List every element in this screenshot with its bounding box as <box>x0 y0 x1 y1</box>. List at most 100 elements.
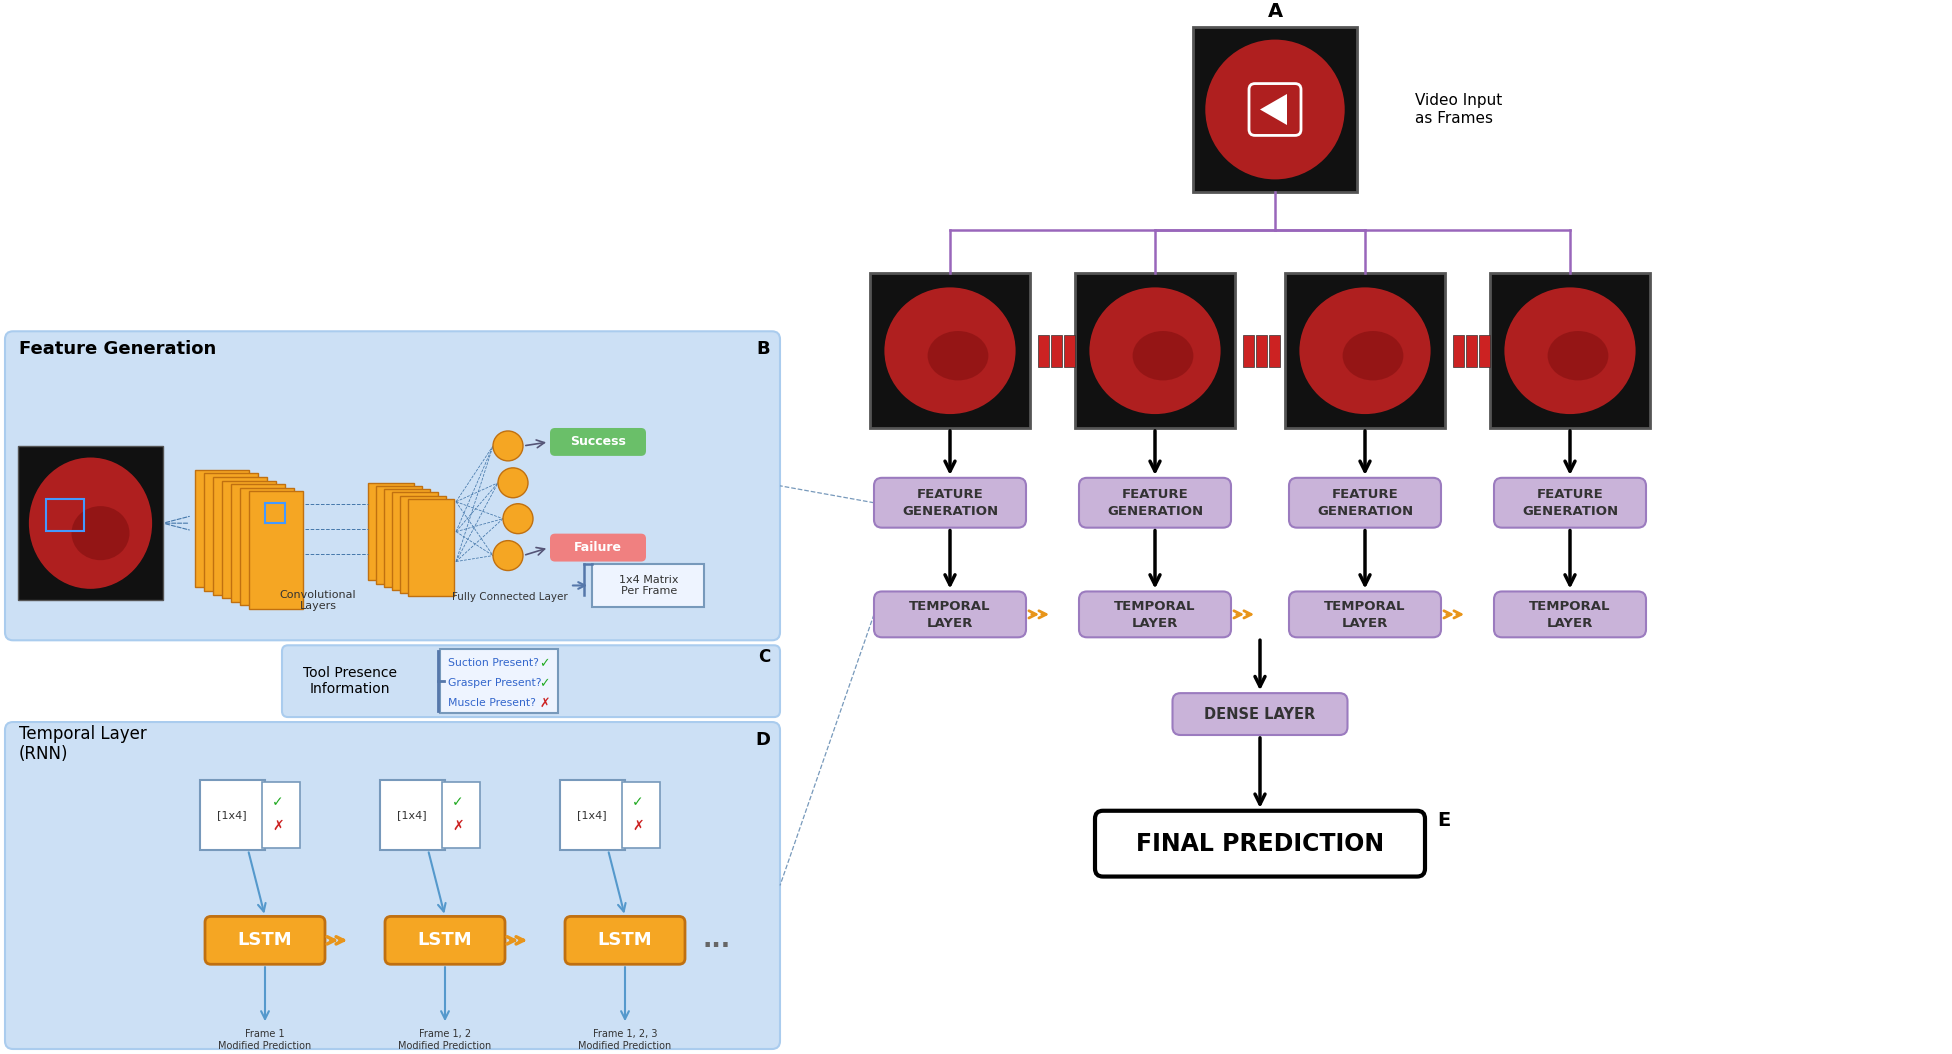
Bar <box>199 780 265 850</box>
Text: ✗: ✗ <box>539 697 550 709</box>
Text: Failure: Failure <box>574 541 623 554</box>
Bar <box>439 649 558 714</box>
Text: Frame 1
Modified Prediction: Frame 1 Modified Prediction <box>219 1029 312 1051</box>
Text: Suction Present?: Suction Present? <box>449 659 539 668</box>
Text: Fully Connected Layer: Fully Connected Layer <box>453 592 568 603</box>
FancyBboxPatch shape <box>564 916 685 964</box>
Text: LSTM: LSTM <box>238 932 293 950</box>
Bar <box>441 782 480 847</box>
Bar <box>1452 335 1464 367</box>
Text: ✗: ✗ <box>632 819 644 833</box>
Text: Frame 1, 2, 3
Modified Prediction: Frame 1, 2, 3 Modified Prediction <box>578 1029 671 1051</box>
Text: LAYER: LAYER <box>1132 617 1179 630</box>
Circle shape <box>504 504 533 533</box>
Bar <box>18 446 164 601</box>
Ellipse shape <box>1300 288 1431 414</box>
Text: Convolutional
Layers: Convolutional Layers <box>279 589 357 611</box>
Text: FINAL PREDICTION: FINAL PREDICTION <box>1136 832 1384 856</box>
FancyBboxPatch shape <box>1288 591 1441 638</box>
Bar <box>1038 335 1048 367</box>
Bar <box>400 495 445 593</box>
Text: C: C <box>757 648 769 666</box>
Bar <box>1076 273 1236 428</box>
Text: Feature Generation: Feature Generation <box>20 340 217 358</box>
Bar <box>1064 335 1076 367</box>
Ellipse shape <box>29 457 152 589</box>
Text: TEMPORAL: TEMPORAL <box>910 600 992 613</box>
FancyBboxPatch shape <box>550 428 646 456</box>
FancyBboxPatch shape <box>6 722 781 1049</box>
FancyBboxPatch shape <box>874 477 1027 528</box>
Bar <box>250 491 303 609</box>
Bar <box>369 483 414 581</box>
Bar <box>560 780 625 850</box>
Ellipse shape <box>1548 331 1608 380</box>
Bar <box>223 481 275 599</box>
Text: Temporal Layer
(RNN): Temporal Layer (RNN) <box>20 724 146 763</box>
Text: FEATURE: FEATURE <box>1122 488 1189 502</box>
Bar <box>47 499 84 530</box>
Text: Frame 1, 2
Modified Prediction: Frame 1, 2 Modified Prediction <box>398 1029 492 1051</box>
Text: ✗: ✗ <box>271 819 283 833</box>
Circle shape <box>498 468 527 497</box>
Bar <box>871 273 1031 428</box>
Text: ✗: ✗ <box>453 819 465 833</box>
Text: Success: Success <box>570 435 627 448</box>
Text: TEMPORAL: TEMPORAL <box>1528 600 1610 613</box>
Text: TEMPORAL: TEMPORAL <box>1323 600 1405 613</box>
Ellipse shape <box>1089 288 1220 414</box>
Text: TEMPORAL: TEMPORAL <box>1115 600 1197 613</box>
Bar <box>623 782 660 847</box>
Text: LAYER: LAYER <box>1546 617 1593 630</box>
Text: ...: ... <box>703 929 732 953</box>
Text: FEATURE: FEATURE <box>1331 488 1398 502</box>
Bar <box>377 486 422 584</box>
Text: ✓: ✓ <box>271 795 283 808</box>
FancyBboxPatch shape <box>874 591 1027 638</box>
Bar <box>213 477 267 594</box>
Text: [1x4]: [1x4] <box>396 809 427 820</box>
Bar <box>195 470 250 587</box>
Bar <box>1269 335 1281 367</box>
Ellipse shape <box>1204 40 1345 179</box>
Bar <box>1466 335 1478 367</box>
Bar <box>230 484 285 602</box>
Text: A: A <box>1267 2 1282 21</box>
FancyBboxPatch shape <box>1493 477 1646 528</box>
Text: ✓: ✓ <box>632 795 644 808</box>
FancyBboxPatch shape <box>6 331 781 640</box>
Ellipse shape <box>884 288 1015 414</box>
FancyBboxPatch shape <box>1173 694 1347 735</box>
Bar <box>1050 335 1062 367</box>
Bar <box>1193 27 1357 192</box>
FancyBboxPatch shape <box>385 916 506 964</box>
Text: Tool Presence
Information: Tool Presence Information <box>303 666 396 697</box>
Text: LSTM: LSTM <box>418 932 472 950</box>
Bar <box>1243 335 1253 367</box>
Text: Muscle Present?: Muscle Present? <box>449 698 537 708</box>
Bar <box>1480 335 1489 367</box>
Bar <box>265 504 285 523</box>
Text: LAYER: LAYER <box>927 617 974 630</box>
Text: E: E <box>1437 812 1450 831</box>
Bar <box>262 782 301 847</box>
Ellipse shape <box>1343 331 1403 380</box>
FancyBboxPatch shape <box>1095 811 1425 877</box>
Text: ✓: ✓ <box>539 657 550 669</box>
Bar <box>1284 273 1444 428</box>
Bar <box>381 780 445 850</box>
Circle shape <box>494 541 523 570</box>
Text: ✓: ✓ <box>453 795 465 808</box>
Text: [1x4]: [1x4] <box>217 809 246 820</box>
Bar <box>408 499 455 597</box>
Text: GENERATION: GENERATION <box>902 505 997 519</box>
FancyBboxPatch shape <box>281 645 781 717</box>
Text: B: B <box>755 340 769 358</box>
Text: FEATURE: FEATURE <box>1536 488 1603 502</box>
Bar <box>392 492 437 590</box>
FancyBboxPatch shape <box>550 533 646 562</box>
FancyBboxPatch shape <box>1079 591 1232 638</box>
Text: DENSE LAYER: DENSE LAYER <box>1204 706 1316 722</box>
Text: GENERATION: GENERATION <box>1523 505 1618 519</box>
Bar <box>205 473 258 591</box>
